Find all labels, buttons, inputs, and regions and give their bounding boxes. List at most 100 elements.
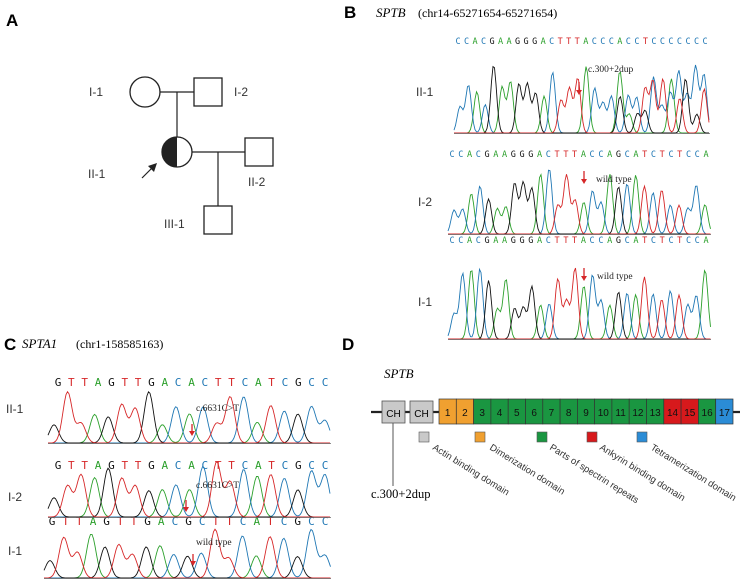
- base-letter: T: [121, 376, 128, 389]
- track-label-b-ii1: II-1: [416, 85, 434, 99]
- spectrin-repeat-15: 15: [680, 398, 699, 425]
- pedigree-ii2-symbol: [244, 137, 274, 167]
- spectrin-repeat-3: 3: [473, 398, 492, 425]
- base-letter: A: [95, 459, 102, 472]
- base-letter: T: [267, 515, 274, 528]
- base-letter: C: [686, 236, 691, 246]
- spectrin-repeat-1: 1: [438, 398, 457, 425]
- base-letter: A: [537, 150, 542, 160]
- annotation-b-ii1: c.300+2dup: [588, 65, 633, 75]
- annotation-b-i1: wild type: [597, 272, 633, 282]
- base-letter: T: [677, 236, 682, 246]
- svg-text:2: 2: [462, 408, 468, 419]
- base-letter: G: [295, 376, 302, 389]
- base-letter: G: [55, 459, 62, 472]
- base-letter: G: [144, 515, 151, 528]
- base-letter: T: [563, 150, 568, 160]
- base-letter: C: [242, 376, 249, 389]
- trace-line-A: [448, 269, 711, 340]
- base-letter: A: [493, 150, 498, 160]
- base-letter: C: [685, 37, 690, 47]
- base-letter: T: [642, 150, 647, 160]
- panel-a: A I-1 I-2 II-1 II-2 III-1: [6, 11, 274, 235]
- base-letter: C: [694, 37, 699, 47]
- track-label-b-i1: I-1: [418, 295, 432, 309]
- base-letter: C: [322, 515, 329, 528]
- base-letter: T: [68, 459, 75, 472]
- svg-text:3: 3: [479, 408, 485, 419]
- spectrin-repeat-6: 6: [525, 398, 544, 425]
- base-letter: C: [281, 515, 288, 528]
- trace-line-C: [48, 396, 331, 444]
- base-letter: C: [668, 150, 673, 160]
- trace-line-C: [48, 466, 331, 518]
- spectrin-repeat-11: 11: [611, 398, 630, 425]
- spectrin-repeat-2: 2: [455, 398, 474, 425]
- base-letter: G: [484, 150, 489, 160]
- pedigree-i1-symbol: [129, 76, 161, 108]
- panel-c-locus: (chr1-158585163): [76, 337, 163, 351]
- base-letter: T: [81, 376, 88, 389]
- base-letter: A: [161, 376, 168, 389]
- base-letter: C: [549, 37, 554, 47]
- base-letter: C: [322, 376, 329, 389]
- panel-b-letter: B: [344, 3, 356, 22]
- chromatogram-c-i2: [47, 461, 331, 518]
- base-letter: A: [541, 37, 546, 47]
- base-letter: C: [172, 515, 179, 528]
- pedigree-label-i2: I-2: [234, 85, 248, 99]
- base-letter: C: [668, 236, 673, 246]
- base-letter: C: [625, 150, 630, 160]
- panel-c-gene: SPTA1: [22, 336, 57, 351]
- base-letter: G: [103, 515, 110, 528]
- base-letter: A: [502, 236, 507, 246]
- base-letter: G: [148, 459, 155, 472]
- variant-label: c.300+2dup: [371, 487, 430, 501]
- base-letter: G: [55, 376, 62, 389]
- annotation-c-i2: c.6631C>T: [196, 481, 239, 491]
- base-letter: T: [643, 37, 648, 47]
- trace-line-T: [48, 390, 330, 444]
- base-letter: T: [62, 515, 69, 528]
- base-letter: A: [467, 236, 472, 246]
- base-letter: C: [242, 459, 249, 472]
- base-letter: G: [511, 236, 516, 246]
- base-letter: A: [607, 236, 612, 246]
- base-letter: A: [581, 236, 586, 246]
- base-letter: G: [616, 236, 621, 246]
- base-letter: C: [240, 515, 247, 528]
- base-letter: A: [583, 37, 588, 47]
- svg-text:15: 15: [684, 408, 696, 419]
- trace-line-T: [448, 174, 711, 235]
- base-letter: A: [607, 150, 612, 160]
- trace-line-T: [48, 461, 330, 518]
- base-letter: G: [108, 459, 115, 472]
- base-letter: C: [651, 37, 656, 47]
- spectrin-repeats: 1 2 3 4 5 6 7 8 9 10 11 12 13 14 15 16 17: [438, 398, 734, 425]
- base-letter: A: [507, 37, 512, 47]
- svg-text:11: 11: [615, 408, 626, 419]
- spectrin-repeat-13: 13: [646, 398, 665, 425]
- pedigree-iii1-symbol: [203, 205, 233, 235]
- base-letter: A: [158, 515, 165, 528]
- base-letter: T: [555, 150, 560, 160]
- panel-d-letter: D: [342, 335, 354, 354]
- svg-text:6: 6: [531, 408, 537, 419]
- base-letter: A: [253, 515, 260, 528]
- base-letter: A: [467, 150, 472, 160]
- base-letter: G: [108, 376, 115, 389]
- base-letter: C: [702, 37, 707, 47]
- base-letter: C: [449, 150, 454, 160]
- base-letter: C: [625, 236, 630, 246]
- pedigree-label-ii2: II-2: [248, 175, 266, 189]
- base-letter: T: [555, 236, 560, 246]
- spectrin-repeat-17: 17: [715, 398, 734, 425]
- svg-text:7: 7: [549, 408, 555, 419]
- base-letter: T: [81, 459, 88, 472]
